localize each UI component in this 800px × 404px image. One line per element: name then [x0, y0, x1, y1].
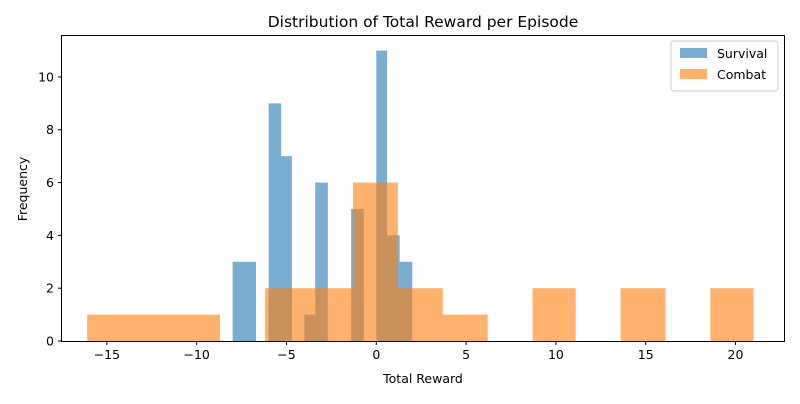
y-axis: 0 2 4 6 8 10: [38, 69, 62, 349]
bar-combat-3: [397, 288, 443, 341]
y-tick-label: 10: [38, 69, 54, 84]
bar-survival-1: [268, 103, 282, 341]
x-tick-label: −15: [94, 347, 120, 362]
y-tick-label: 8: [46, 122, 54, 137]
bar-combat-2: [352, 182, 398, 341]
plot-frame: [61, 35, 785, 342]
y-tick-label: 4: [46, 228, 54, 243]
bar-survival-0: [232, 261, 256, 341]
bar-combat-1: [264, 288, 353, 341]
bar-combat-4: [442, 314, 488, 341]
bar-combat-7: [710, 288, 754, 341]
legend-swatch-survival: [680, 48, 707, 58]
x-tick-label: 0: [372, 347, 380, 362]
bar-combat-5: [532, 288, 576, 341]
bar-survival-2: [281, 156, 292, 341]
x-tick-label: 15: [638, 347, 654, 362]
bar-combat-0: [87, 314, 221, 341]
legend-label-survival: Survival: [717, 46, 767, 61]
legend: Survival Combat: [670, 40, 779, 92]
bar-combat-6: [620, 288, 666, 341]
legend-label-combat: Combat: [717, 67, 766, 82]
x-tick-label: −5: [277, 347, 295, 362]
y-axis-label: Frequency: [15, 156, 30, 221]
x-tick-label: 5: [462, 347, 470, 362]
x-tick-label: 10: [548, 347, 564, 362]
histogram-bars: [87, 50, 754, 342]
x-axis: −15 −10 −5 0 5 10 15 20: [94, 341, 744, 362]
x-axis-label: Total Reward: [382, 371, 463, 386]
legend-swatch-combat: [680, 69, 707, 79]
x-tick-label: 20: [728, 347, 744, 362]
x-tick-label: −10: [184, 347, 210, 362]
y-tick-label: 6: [46, 175, 54, 190]
chart-title: Distribution of Total Reward per Episode: [268, 13, 579, 31]
y-tick-label: 2: [46, 281, 54, 296]
y-tick-label: 0: [46, 334, 54, 349]
